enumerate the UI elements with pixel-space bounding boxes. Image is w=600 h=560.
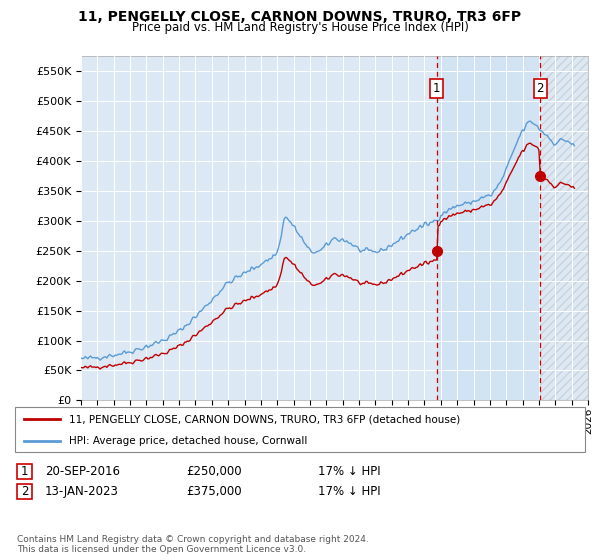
Bar (540, 56, 588, 400)
Text: 2: 2 (536, 82, 544, 95)
Text: 2: 2 (21, 485, 28, 498)
Text: 17% ↓ HPI: 17% ↓ HPI (318, 465, 380, 478)
Text: £375,000: £375,000 (186, 485, 242, 498)
Text: Contains HM Land Registry data © Crown copyright and database right 2024.
This d: Contains HM Land Registry data © Crown c… (17, 535, 368, 554)
Text: 1: 1 (433, 82, 440, 95)
Text: 11, PENGELLY CLOSE, CARNON DOWNS, TRURO, TR3 6FP (detached house): 11, PENGELLY CLOSE, CARNON DOWNS, TRURO,… (69, 414, 460, 424)
Bar (437, 56, 540, 400)
Text: HPI: Average price, detached house, Cornwall: HPI: Average price, detached house, Corn… (69, 436, 307, 446)
Text: 17% ↓ HPI: 17% ↓ HPI (318, 485, 380, 498)
Text: 20-SEP-2016: 20-SEP-2016 (45, 465, 120, 478)
Text: £250,000: £250,000 (186, 465, 242, 478)
Text: Price paid vs. HM Land Registry's House Price Index (HPI): Price paid vs. HM Land Registry's House … (131, 21, 469, 34)
Bar (540, 56, 588, 400)
Text: 11, PENGELLY CLOSE, CARNON DOWNS, TRURO, TR3 6FP: 11, PENGELLY CLOSE, CARNON DOWNS, TRURO,… (79, 10, 521, 24)
Text: 1: 1 (21, 465, 28, 478)
Text: 13-JAN-2023: 13-JAN-2023 (45, 485, 119, 498)
